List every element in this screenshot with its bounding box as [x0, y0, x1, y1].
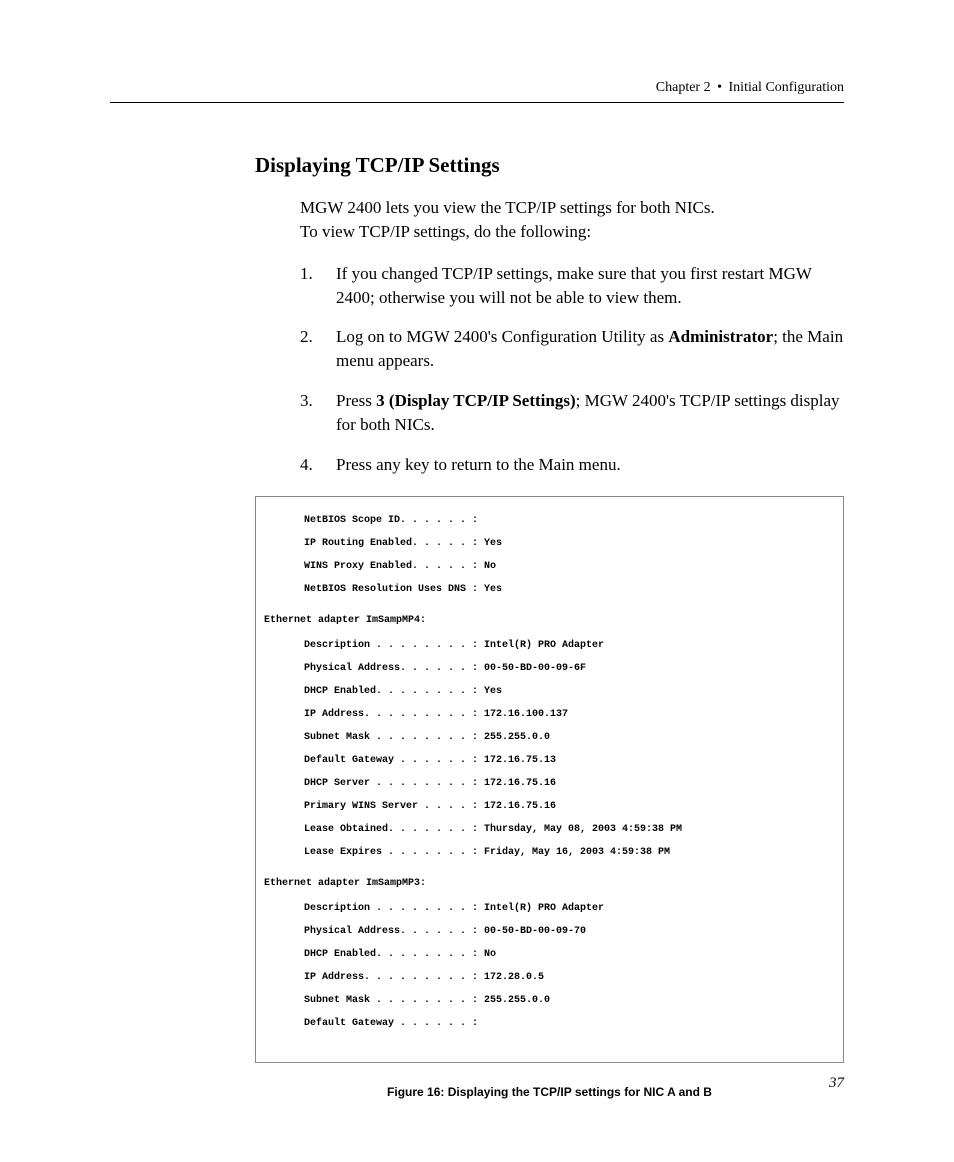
content: Displaying TCP/IP Settings MGW 2400 lets…	[255, 153, 844, 1099]
terminal-line: Lease Obtained. . . . . . . : Thursday, …	[304, 824, 835, 836]
terminal-line: NetBIOS Resolution Uses DNS : Yes	[304, 584, 835, 596]
step-text: If you changed TCP/IP settings, make sur…	[336, 262, 844, 310]
terminal-line: Physical Address. . . . . . : 00-50-BD-0…	[304, 926, 835, 938]
terminal-line: Subnet Mask . . . . . . . . : 255.255.0.…	[304, 732, 835, 744]
terminal-output: NetBIOS Scope ID. . . . . . : IP Routing…	[255, 496, 844, 1063]
terminal-line: Description . . . . . . . . : Intel(R) P…	[304, 903, 835, 915]
step-text: Log on to MGW 2400's Configuration Utili…	[336, 325, 844, 373]
terminal-line: IP Routing Enabled. . . . . : Yes	[304, 538, 835, 550]
step-3: 3. Press 3 (Display TCP/IP Settings); MG…	[300, 389, 844, 437]
header-title: Initial Configuration	[729, 80, 844, 95]
intro-line1: MGW 2400 lets you view the TCP/IP settin…	[300, 198, 715, 217]
header-separator: •	[717, 80, 722, 96]
terminal-line: WINS Proxy Enabled. . . . . : No	[304, 561, 835, 573]
terminal-line: Subnet Mask . . . . . . . . : 255.255.0.…	[304, 995, 835, 1007]
header-chapter: Chapter 2	[656, 80, 711, 95]
step-text: Press any key to return to the Main menu…	[336, 453, 844, 477]
step-number: 2.	[300, 325, 336, 373]
terminal-line: NetBIOS Scope ID. . . . . . :	[304, 515, 835, 527]
step-number: 3.	[300, 389, 336, 437]
terminal-line: Lease Expires . . . . . . . : Friday, Ma…	[304, 847, 835, 859]
step-2: 2. Log on to MGW 2400's Configuration Ut…	[300, 325, 844, 373]
step-number: 1.	[300, 262, 336, 310]
terminal-line: DHCP Server . . . . . . . . : 172.16.75.…	[304, 778, 835, 790]
terminal-adapter-header: Ethernet adapter ImSampMP4:	[264, 615, 835, 627]
step-text: Press 3 (Display TCP/IP Settings); MGW 2…	[336, 389, 844, 437]
step-pre: Log on to MGW 2400's Configuration Utili…	[336, 327, 668, 346]
step-number: 4.	[300, 453, 336, 477]
intro-line2: To view TCP/IP settings, do the followin…	[300, 222, 591, 241]
terminal-line: Physical Address. . . . . . : 00-50-BD-0…	[304, 663, 835, 675]
step-bold: 3 (Display TCP/IP Settings)	[376, 391, 575, 410]
figure-caption: Figure 16: Displaying the TCP/IP setting…	[255, 1085, 844, 1099]
terminal-line: DHCP Enabled. . . . . . . . : Yes	[304, 686, 835, 698]
step-bold: Administrator	[668, 327, 773, 346]
terminal-adapter-header: Ethernet adapter ImSampMP3:	[264, 878, 835, 890]
terminal-line: Default Gateway . . . . . . :	[304, 1018, 835, 1030]
terminal-line: Description . . . . . . . . : Intel(R) P…	[304, 640, 835, 652]
step-4: 4. Press any key to return to the Main m…	[300, 453, 844, 477]
page: Chapter 2 • Initial Configuration Displa…	[0, 0, 954, 1162]
step-pre: If you changed TCP/IP settings, make sur…	[336, 264, 812, 307]
terminal-line: IP Address. . . . . . . . . : 172.16.100…	[304, 709, 835, 721]
step-pre: Press	[336, 391, 376, 410]
step-1: 1. If you changed TCP/IP settings, make …	[300, 262, 844, 310]
intro-paragraph: MGW 2400 lets you view the TCP/IP settin…	[300, 196, 844, 244]
page-number: 37	[829, 1075, 844, 1092]
step-pre: Press any key to return to the Main menu…	[336, 455, 621, 474]
running-header: Chapter 2 • Initial Configuration	[110, 80, 844, 103]
terminal-line: DHCP Enabled. . . . . . . . : No	[304, 949, 835, 961]
section-heading: Displaying TCP/IP Settings	[255, 153, 844, 178]
terminal-line: Primary WINS Server . . . . : 172.16.75.…	[304, 801, 835, 813]
terminal-line: Default Gateway . . . . . . : 172.16.75.…	[304, 755, 835, 767]
terminal-line: IP Address. . . . . . . . . : 172.28.0.5	[304, 972, 835, 984]
steps-list: 1. If you changed TCP/IP settings, make …	[300, 262, 844, 477]
